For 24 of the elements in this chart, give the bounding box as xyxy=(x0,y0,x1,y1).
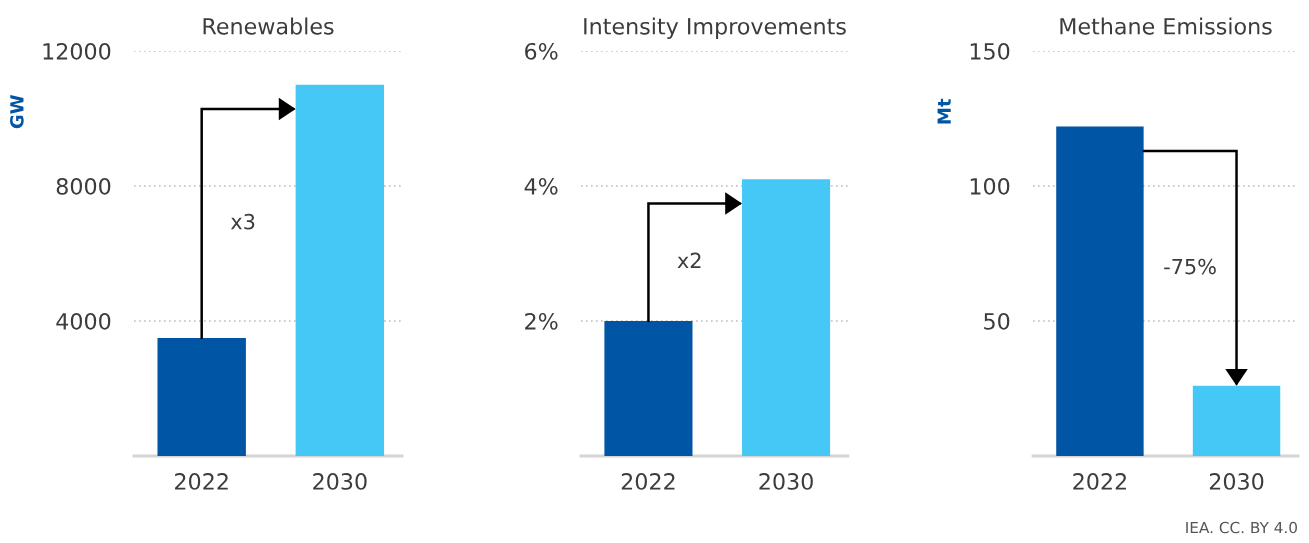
y-tick-label: 8000 xyxy=(56,177,111,195)
x-tick-label: 2030 xyxy=(313,473,367,490)
y-tick-label: 150 xyxy=(970,42,1010,60)
annotation: x2 xyxy=(677,252,701,269)
y-axis-title: Mt xyxy=(937,98,951,124)
x-tick-label: 2022 xyxy=(621,473,675,490)
annotation: -75% xyxy=(1164,258,1216,275)
text: IEA. CC. BY 4.0 xyxy=(1186,521,1297,534)
y-tick-label: 4% xyxy=(524,177,558,195)
chart-title: Renewables xyxy=(203,17,334,35)
chart-title: Methane Emissions xyxy=(1060,17,1272,35)
y-tick-label: 2% xyxy=(525,312,558,330)
y-axis-title: GW xyxy=(10,94,24,129)
annotation: x3 xyxy=(230,213,255,230)
x-tick-label: 2022 xyxy=(1073,473,1126,490)
y-tick-label: 4000 xyxy=(56,312,111,330)
y-tick-label: 100 xyxy=(970,177,1010,195)
y-tick-label: 50 xyxy=(984,312,1010,330)
x-tick-label: 2030 xyxy=(1209,473,1264,490)
y-tick-label: 6% xyxy=(525,42,558,60)
y-tick-label: 12000 xyxy=(43,42,111,60)
chart-title: Intensity Improvements xyxy=(584,17,846,39)
x-tick-label: 2030 xyxy=(759,473,813,490)
x-tick-label: 2022 xyxy=(175,473,228,490)
